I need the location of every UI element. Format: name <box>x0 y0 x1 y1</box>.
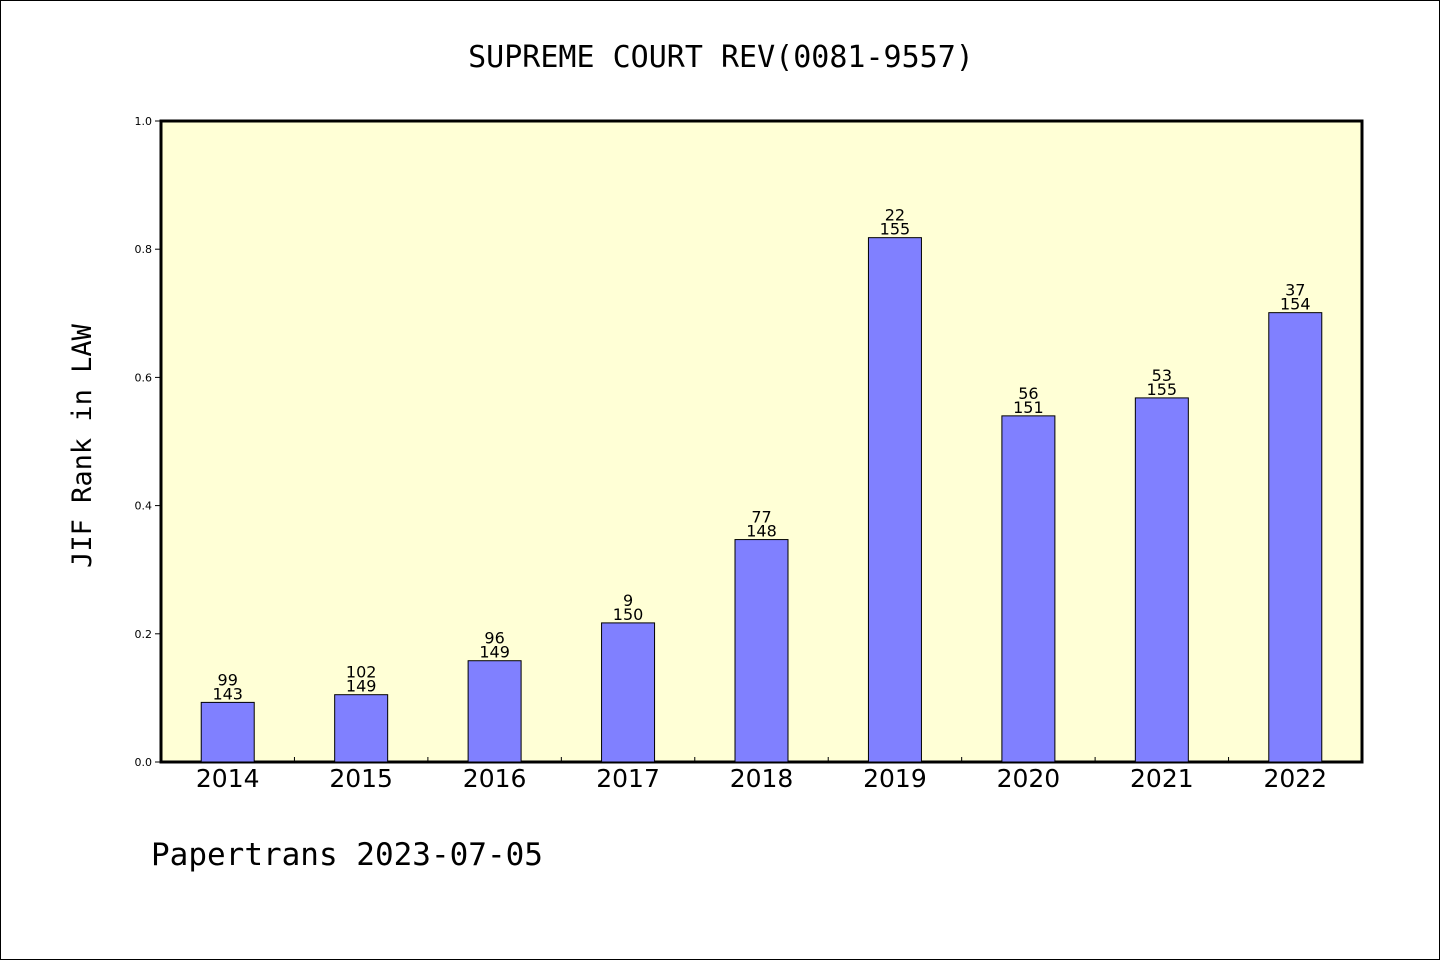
y-tick-label: 0.6 <box>135 371 153 384</box>
rank-label: 96 <box>484 629 504 648</box>
total-label: 155 <box>1147 380 1178 399</box>
rank-label: 9 <box>623 591 633 610</box>
rank-label: 53 <box>1152 366 1172 385</box>
total-label: 154 <box>1280 295 1311 314</box>
bars-group <box>200 237 1323 763</box>
total-label: 148 <box>746 522 777 541</box>
footer-credit: Papertrans 2023-07-05 <box>151 837 543 873</box>
rank-label: 102 <box>346 663 377 682</box>
y-tick-label: 0.2 <box>135 628 153 641</box>
x-tick-label: 2014 <box>196 764 260 793</box>
bar-2020 <box>1001 415 1056 763</box>
x-tick-label: 2015 <box>329 764 393 793</box>
rank-label: 56 <box>1018 384 1038 403</box>
bar-2015 <box>334 694 389 763</box>
bar-2021 <box>1134 397 1189 763</box>
y-tick-label: 1.0 <box>135 115 153 128</box>
rank-label: 22 <box>885 206 905 225</box>
x-tick-label: 2017 <box>596 764 660 793</box>
total-label: 155 <box>880 220 911 239</box>
data-labels-group: 9914310214996149915077148221555615153155… <box>212 206 1310 704</box>
chart-title: SUPREME COURT REV(0081-9557) <box>468 40 974 75</box>
total-label: 150 <box>613 605 644 624</box>
bar-2019 <box>867 237 922 763</box>
rank-label: 99 <box>218 670 238 689</box>
bar-2017 <box>601 622 656 763</box>
total-label: 151 <box>1013 398 1044 417</box>
bar-2018 <box>734 539 789 763</box>
y-axis: 0.0 0.2 0.4 0.6 0.8 1.0 <box>135 115 161 769</box>
x-tick-label: 2020 <box>997 764 1061 793</box>
x-tick-label: 2019 <box>863 764 927 793</box>
total-label: 149 <box>346 677 377 696</box>
y-tick-label: 0.0 <box>135 756 153 769</box>
y-tick-label: 0.8 <box>135 243 153 256</box>
total-label: 143 <box>212 684 243 703</box>
rank-label: 77 <box>751 508 771 527</box>
bar-2022 <box>1268 312 1323 763</box>
x-tick-label: 2021 <box>1130 764 1194 793</box>
rank-label: 37 <box>1285 281 1305 300</box>
x-tick-label: 2022 <box>1263 764 1327 793</box>
total-label: 149 <box>479 643 510 662</box>
y-tick-label: 0.4 <box>135 500 153 513</box>
bar-2014 <box>200 701 255 763</box>
y-axis-label: JIF Rank in LAW <box>67 323 98 568</box>
x-tick-label: 2018 <box>730 764 794 793</box>
x-axis: 2014 2015 2016 2017 2018 2019 2020 2021 2022 <box>196 757 1327 793</box>
bar-2016 <box>467 660 522 763</box>
x-tick-label: 2016 <box>463 764 527 793</box>
